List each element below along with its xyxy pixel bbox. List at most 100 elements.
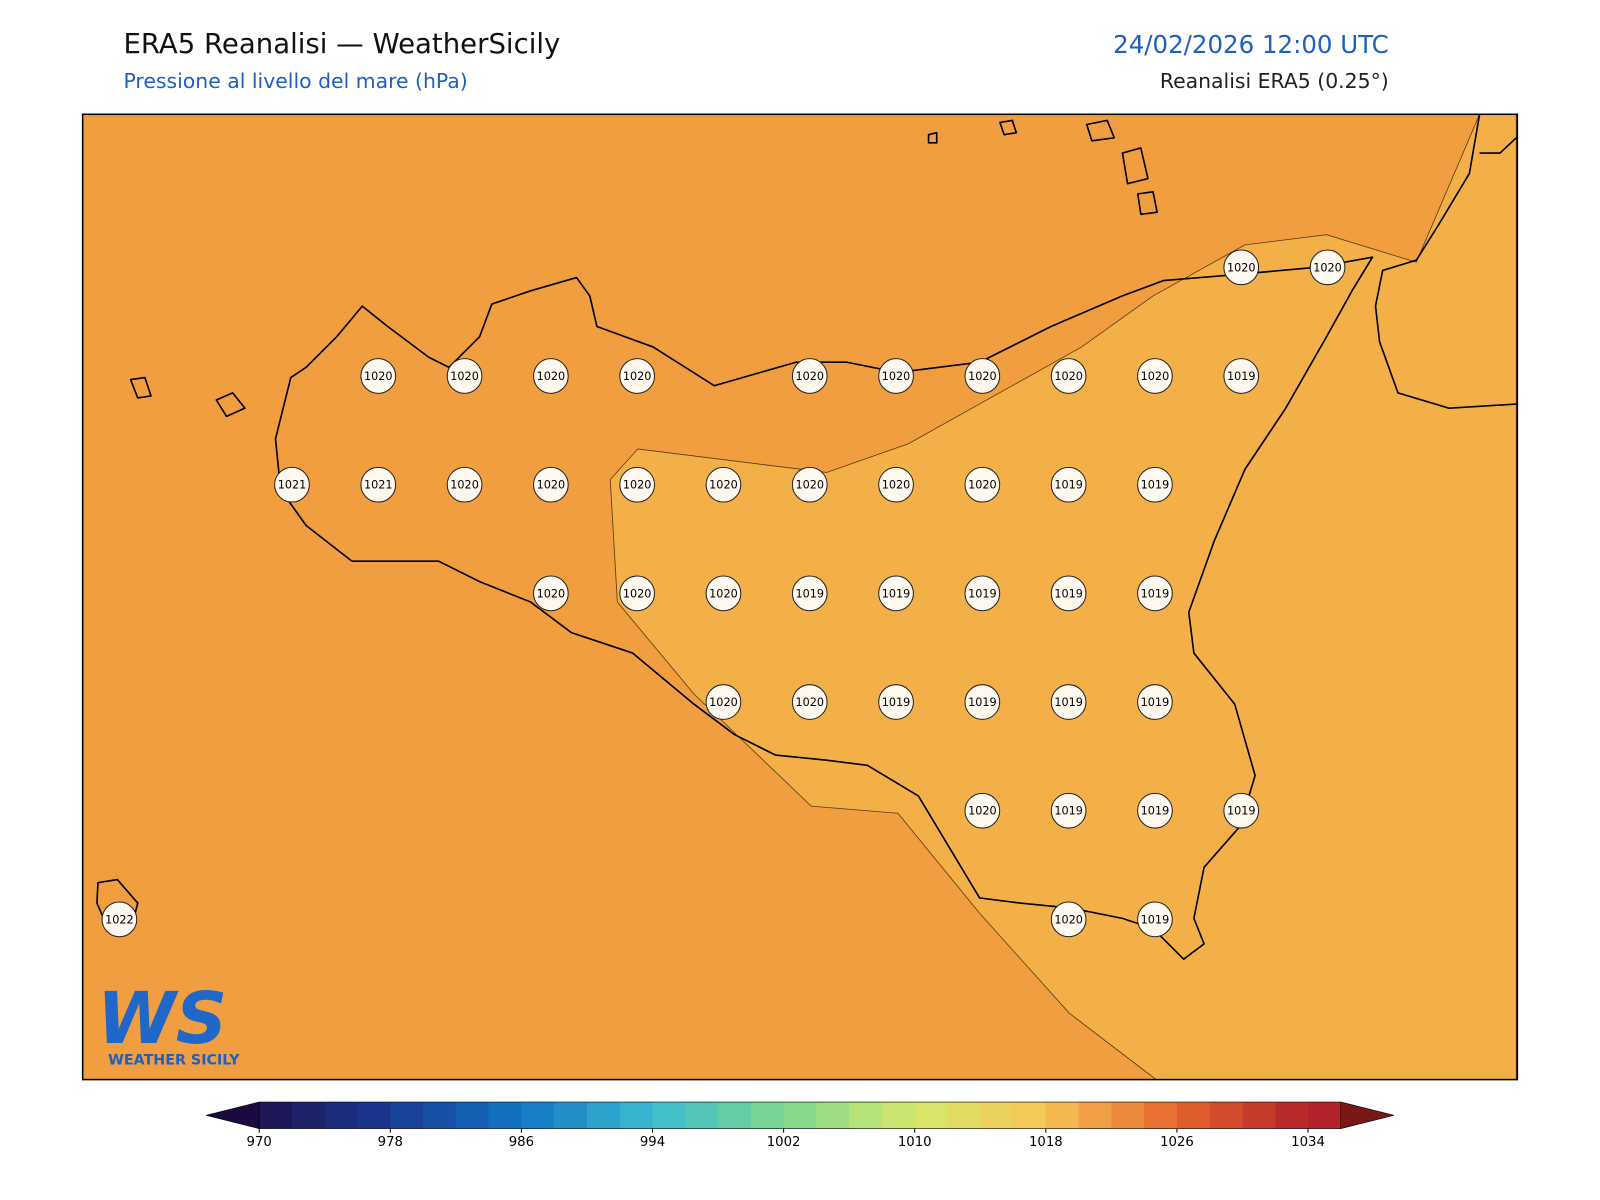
colorbar-tick-label: 1002	[767, 1135, 801, 1150]
colorbar-tick-label: 1034	[1291, 1135, 1325, 1150]
station-marker	[791, 575, 828, 612]
colorbar-bin	[849, 1102, 883, 1129]
station-value: 1020	[968, 805, 997, 818]
colorbar-tick-label: 1026	[1160, 1135, 1194, 1150]
station-marker	[878, 575, 914, 612]
station-marker	[1223, 249, 1260, 286]
station-value: 1020	[537, 479, 566, 492]
station-value: 1020	[623, 587, 652, 600]
colorbar-bin	[1144, 1102, 1178, 1129]
colorbar-under	[206, 1101, 260, 1129]
station-value: 1019	[1141, 696, 1170, 709]
station-marker	[1050, 792, 1087, 829]
datetime: 24/02/2026 12:00 UTC	[1113, 30, 1389, 59]
colorbar-tick-label: 970	[247, 1135, 272, 1150]
station-value: 1019	[1054, 587, 1083, 600]
station-value: 1020	[709, 696, 738, 709]
station-value: 1019	[1054, 805, 1083, 818]
colorbar-bin	[357, 1102, 391, 1129]
station-value: 1021	[278, 479, 307, 492]
colorbar-bin	[1078, 1102, 1112, 1129]
station-value: 1020	[882, 479, 911, 492]
station-marker	[1050, 575, 1087, 612]
colorbar-frame	[258, 1101, 1342, 1129]
logo-name: WEATHER SICILY	[108, 1052, 240, 1068]
map-frame	[81, 113, 1519, 1081]
station-marker	[705, 466, 742, 503]
station-value: 1020	[1313, 261, 1342, 274]
colorbar-bin	[259, 1102, 293, 1129]
source: Reanalisi ERA5 (0.25°)	[1160, 69, 1389, 93]
station-marker	[1223, 792, 1260, 829]
station-value: 1019	[1141, 805, 1170, 818]
station-value: 1020	[450, 370, 479, 383]
station-value: 1020	[537, 587, 566, 600]
colorbar-bin	[455, 1102, 490, 1129]
station-value: 1019	[1227, 805, 1256, 818]
colorbar-bin	[586, 1102, 621, 1129]
logo-mark: WS	[97, 977, 227, 1060]
station-value: 1020	[1141, 370, 1170, 383]
colorbar-bin	[1308, 1102, 1342, 1129]
colorbar-tick-label: 978	[378, 1135, 403, 1150]
colorbar-bin	[554, 1102, 588, 1129]
station-marker	[533, 358, 569, 394]
coastline-sicily	[274, 256, 1374, 961]
colorbar-bin	[750, 1102, 785, 1129]
colorbar-bin	[1013, 1102, 1047, 1129]
station-value: 1020	[1054, 913, 1083, 926]
station-marker	[619, 466, 656, 503]
station-value: 1020	[795, 479, 824, 492]
station-marker	[1050, 466, 1087, 503]
station-value: 1020	[537, 370, 566, 383]
station-marker	[791, 358, 828, 394]
title: ERA5 Reanalisi — WeatherSicily	[123, 28, 560, 60]
colorbar-bin	[1045, 1102, 1080, 1129]
station-marker	[619, 358, 656, 394]
station-value: 1020	[364, 370, 393, 383]
colorbar-tick-label: 1010	[898, 1135, 932, 1150]
station-marker	[964, 792, 1001, 829]
map: 1020 1020 1020 1020 1020 1020 1020 1020 1020 1020…	[81, 113, 1519, 1081]
colorbar-tick-label: 986	[509, 1135, 534, 1150]
station-marker	[964, 684, 1001, 720]
station-marker	[533, 575, 569, 612]
colorbar-bin	[488, 1102, 522, 1129]
station-value: 1020	[709, 479, 738, 492]
station-marker	[878, 684, 914, 720]
colorbar-bin	[1176, 1102, 1211, 1129]
station-value: 1019	[968, 587, 997, 600]
coastline-calabria	[1374, 114, 1517, 409]
station-marker	[791, 684, 828, 720]
station-marker	[1137, 358, 1173, 394]
station-marker	[274, 466, 310, 503]
station-marker	[878, 358, 914, 394]
station-marker	[878, 466, 914, 503]
subtitle: Pressione al livello del mare (hPa)	[123, 69, 467, 93]
colorbar-bin	[652, 1102, 686, 1129]
station-value: 1019	[1141, 587, 1170, 600]
station-marker	[1309, 249, 1346, 286]
colorbar-bin	[324, 1102, 359, 1129]
colorbar-bin	[390, 1102, 424, 1129]
station-value: 1019	[795, 587, 824, 600]
station-marker	[705, 684, 742, 720]
colorbar-tick-label: 1018	[1029, 1135, 1063, 1150]
station-marker	[1050, 684, 1087, 720]
station-marker	[1223, 358, 1260, 394]
station-value: 1020	[882, 370, 911, 383]
station-marker	[1050, 901, 1087, 938]
station-marker	[705, 575, 742, 612]
station-marker	[964, 466, 1001, 503]
station-marker	[446, 466, 483, 503]
station-marker	[964, 575, 1001, 612]
station-marker	[533, 466, 569, 503]
colorbar-bin	[1209, 1102, 1243, 1129]
station-marker	[1050, 358, 1087, 394]
colorbar-bin	[521, 1102, 555, 1129]
station-marker	[1137, 684, 1173, 720]
colorbar-tick-label: 994	[640, 1135, 665, 1150]
colorbar-bin	[914, 1102, 949, 1129]
station-marker	[360, 358, 397, 394]
